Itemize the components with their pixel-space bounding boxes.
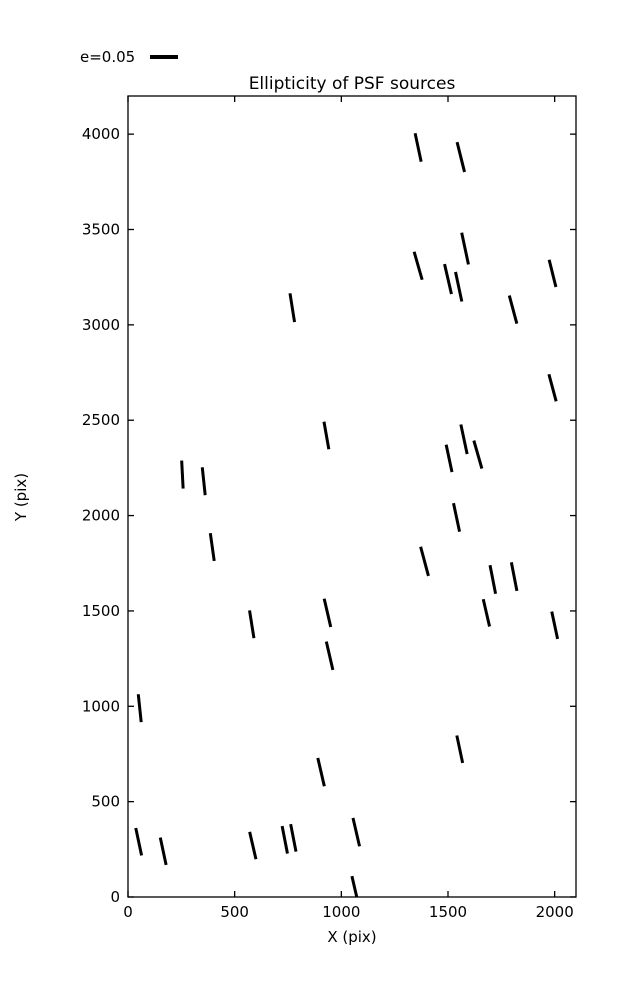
whisker-segment [316,757,326,787]
whisker-segment [288,293,297,323]
whisker-segment [136,694,143,723]
y-tick-label: 3500 [82,221,120,239]
y-tick-label: 4000 [82,125,120,143]
whisker-segment [547,259,558,288]
whisker-segment [180,460,185,489]
whisker-segment [444,444,454,473]
whisker-segment [158,837,168,866]
whisker-segment [322,598,333,628]
whisker-segment [289,823,298,852]
whisker-segment [413,132,423,163]
whisker-segment [412,251,424,281]
whisker-segment [507,295,519,325]
whisker-segment [350,875,359,897]
y-tick-label: 2000 [82,507,120,525]
page-title: Ellipticity of PSF sources [249,74,456,94]
y-axis-ticks: 0 500 1000 1500 2000 2500 3000 3500 4000 [82,125,576,906]
whisker-segment [547,373,558,402]
legend-scale-label: e=0.05 [80,48,135,66]
whisker-segment [248,610,256,639]
whisker-segment [459,424,469,455]
whisker-segment [472,440,484,469]
y-axis-label: Y (pix) [12,473,30,522]
y-tick-label: 500 [91,793,120,811]
y-tick-label: 3000 [82,316,120,334]
whisker-segment [419,546,430,577]
y-tick-label: 1000 [82,697,120,715]
y-tick-label: 2500 [82,411,120,429]
x-axis-ticks: 0 500 1000 1500 2000 [123,96,574,921]
whisker-segment [455,735,465,764]
x-axis-label: X (pix) [327,928,376,946]
whisker-segment [460,232,470,265]
whisker-segment [455,141,466,173]
whisker-segment [208,532,216,562]
whisker-segment [488,564,498,595]
whisker-segment [248,831,258,860]
whisker-segment [454,271,464,302]
y-tick-label: 1500 [82,602,120,620]
whisker-segment [280,825,289,854]
whisker-segment [322,421,331,450]
axes-frame [127,95,577,898]
whisker-segment [481,598,492,627]
whisker-segment [324,641,335,671]
whisker-segment [200,467,207,496]
x-tick-label: 1500 [429,903,467,921]
whisker-segment [452,502,462,533]
x-tick-label: 500 [220,903,249,921]
whisker-segment [509,562,519,592]
whisker-segment [550,611,560,640]
whisker-segment [134,827,144,856]
x-tick-label: 0 [123,903,133,921]
whisker-segment [351,817,362,847]
x-tick-label: 1000 [322,903,360,921]
whisker-series [134,132,560,897]
y-tick-label: 0 [110,888,120,906]
whisker-segment [443,263,453,295]
x-tick-label: 2000 [536,903,574,921]
